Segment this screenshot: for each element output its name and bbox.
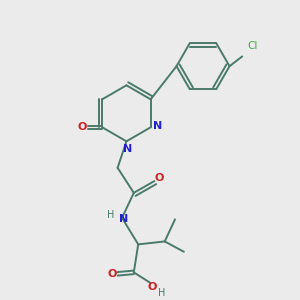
Text: Cl: Cl bbox=[247, 41, 258, 52]
Text: N: N bbox=[123, 144, 133, 154]
Text: O: O bbox=[78, 122, 87, 132]
Text: H: H bbox=[107, 210, 115, 220]
Text: O: O bbox=[148, 282, 157, 292]
Text: H: H bbox=[158, 288, 166, 298]
Text: N: N bbox=[152, 121, 162, 131]
Text: O: O bbox=[154, 173, 164, 183]
Text: O: O bbox=[107, 269, 116, 279]
Text: N: N bbox=[119, 214, 128, 224]
